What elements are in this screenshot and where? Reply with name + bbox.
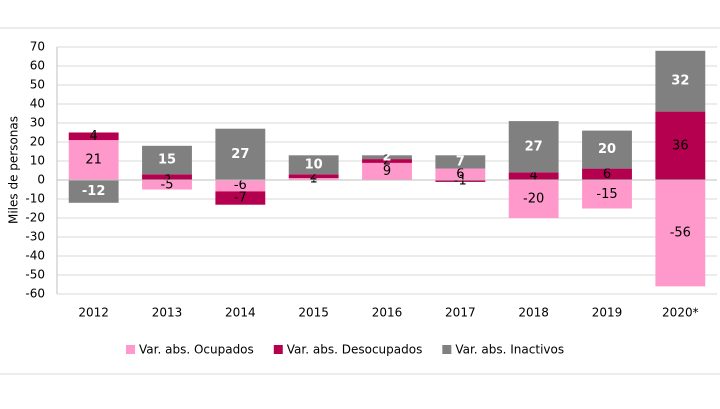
data-label: 27 bbox=[231, 147, 249, 162]
data-label: 4 bbox=[530, 169, 538, 184]
data-label: 15 bbox=[158, 153, 176, 168]
bar-segment bbox=[435, 155, 486, 169]
data-label: 21 bbox=[85, 153, 102, 168]
x-tick-label: 2018 bbox=[518, 306, 549, 320]
y-tick-label: 70 bbox=[30, 40, 45, 54]
x-tick-label: 2012 bbox=[78, 306, 109, 320]
x-tick-label: 2020* bbox=[662, 306, 699, 320]
data-label: -5 bbox=[161, 177, 174, 192]
bar-segment bbox=[288, 155, 339, 175]
legend-label: Var. abs. Desocupados bbox=[287, 343, 423, 357]
bar-segment bbox=[362, 162, 412, 180]
bar-segment bbox=[655, 111, 706, 180]
bar-segment bbox=[508, 172, 559, 180]
y-tick-label: -20 bbox=[25, 211, 45, 225]
y-tick-label: -50 bbox=[25, 268, 45, 282]
data-label: -6 bbox=[234, 178, 247, 193]
y-tick-label: 40 bbox=[30, 97, 45, 111]
bar-segment bbox=[508, 180, 559, 218]
x-tick-label: 2017 bbox=[445, 306, 476, 320]
data-label: 6 bbox=[603, 167, 611, 182]
x-tick-label: 2015 bbox=[298, 306, 329, 320]
data-label: -20 bbox=[523, 192, 544, 207]
x-tick-label: 2014 bbox=[225, 306, 256, 320]
y-tick-label: -10 bbox=[25, 192, 45, 206]
bar-segment bbox=[142, 145, 192, 175]
y-tick-label: 20 bbox=[30, 135, 45, 149]
x-tick-label: 2016 bbox=[372, 306, 403, 320]
data-label: 10 bbox=[305, 157, 323, 172]
data-label: -12 bbox=[82, 184, 106, 199]
y-tick-label: 0 bbox=[37, 173, 45, 187]
data-label: -15 bbox=[596, 187, 617, 202]
y-tick-label: -60 bbox=[25, 287, 45, 301]
legend-label: Var. abs. Inactivos bbox=[455, 343, 564, 357]
data-label: 36 bbox=[672, 138, 689, 153]
data-label: -56 bbox=[670, 226, 691, 241]
data-label: 32 bbox=[671, 74, 689, 89]
bar-segment bbox=[142, 174, 192, 180]
data-label: 7 bbox=[456, 154, 465, 169]
x-tick-label: 2019 bbox=[592, 306, 623, 320]
x-tick-label: 2013 bbox=[152, 306, 183, 320]
bar-segment bbox=[215, 191, 266, 205]
data-label: 27 bbox=[525, 139, 543, 154]
bar-segment bbox=[362, 159, 412, 163]
bar-segment bbox=[435, 168, 486, 180]
data-label: 9 bbox=[383, 164, 391, 179]
y-axis-label: Miles de personas bbox=[7, 116, 21, 224]
bar-segment bbox=[655, 180, 706, 287]
bar-segment bbox=[362, 155, 412, 160]
data-label: 20 bbox=[598, 142, 616, 157]
bar-segment bbox=[288, 174, 339, 179]
data-label: 1 bbox=[310, 172, 318, 187]
bar-segment bbox=[68, 180, 119, 203]
data-label: 2 bbox=[382, 150, 391, 165]
y-tick-label: 50 bbox=[30, 78, 45, 92]
y-tick-label: -40 bbox=[25, 249, 45, 263]
y-tick-label: 10 bbox=[30, 154, 45, 168]
legend-swatch bbox=[273, 345, 283, 354]
bar-segment bbox=[215, 180, 266, 192]
bar-segment bbox=[655, 50, 706, 112]
bar-segment bbox=[582, 168, 632, 180]
data-label: 2 bbox=[310, 169, 318, 184]
legend-swatch bbox=[442, 345, 452, 354]
bar-segment bbox=[142, 180, 192, 190]
bar-segment bbox=[215, 128, 266, 180]
y-tick-label: 30 bbox=[30, 116, 45, 130]
data-label: 6 bbox=[456, 167, 464, 182]
data-label: 2 bbox=[383, 154, 391, 169]
bar-segment bbox=[288, 178, 339, 180]
bar-segment bbox=[582, 180, 632, 209]
data-label: -7 bbox=[234, 191, 247, 206]
data-label: -1 bbox=[454, 173, 467, 188]
y-tick-label: 60 bbox=[30, 59, 45, 73]
data-label: 4 bbox=[90, 129, 98, 144]
data-label: 3 bbox=[163, 170, 171, 185]
bar-segment bbox=[582, 130, 632, 169]
bar-segment bbox=[68, 132, 119, 141]
legend-label: Var. abs. Ocupados bbox=[139, 343, 254, 357]
y-tick-label: -30 bbox=[25, 230, 45, 244]
legend-swatch bbox=[126, 345, 135, 354]
bar-segment bbox=[508, 121, 559, 173]
bar-segment bbox=[435, 180, 486, 182]
bar-segment bbox=[68, 140, 119, 180]
